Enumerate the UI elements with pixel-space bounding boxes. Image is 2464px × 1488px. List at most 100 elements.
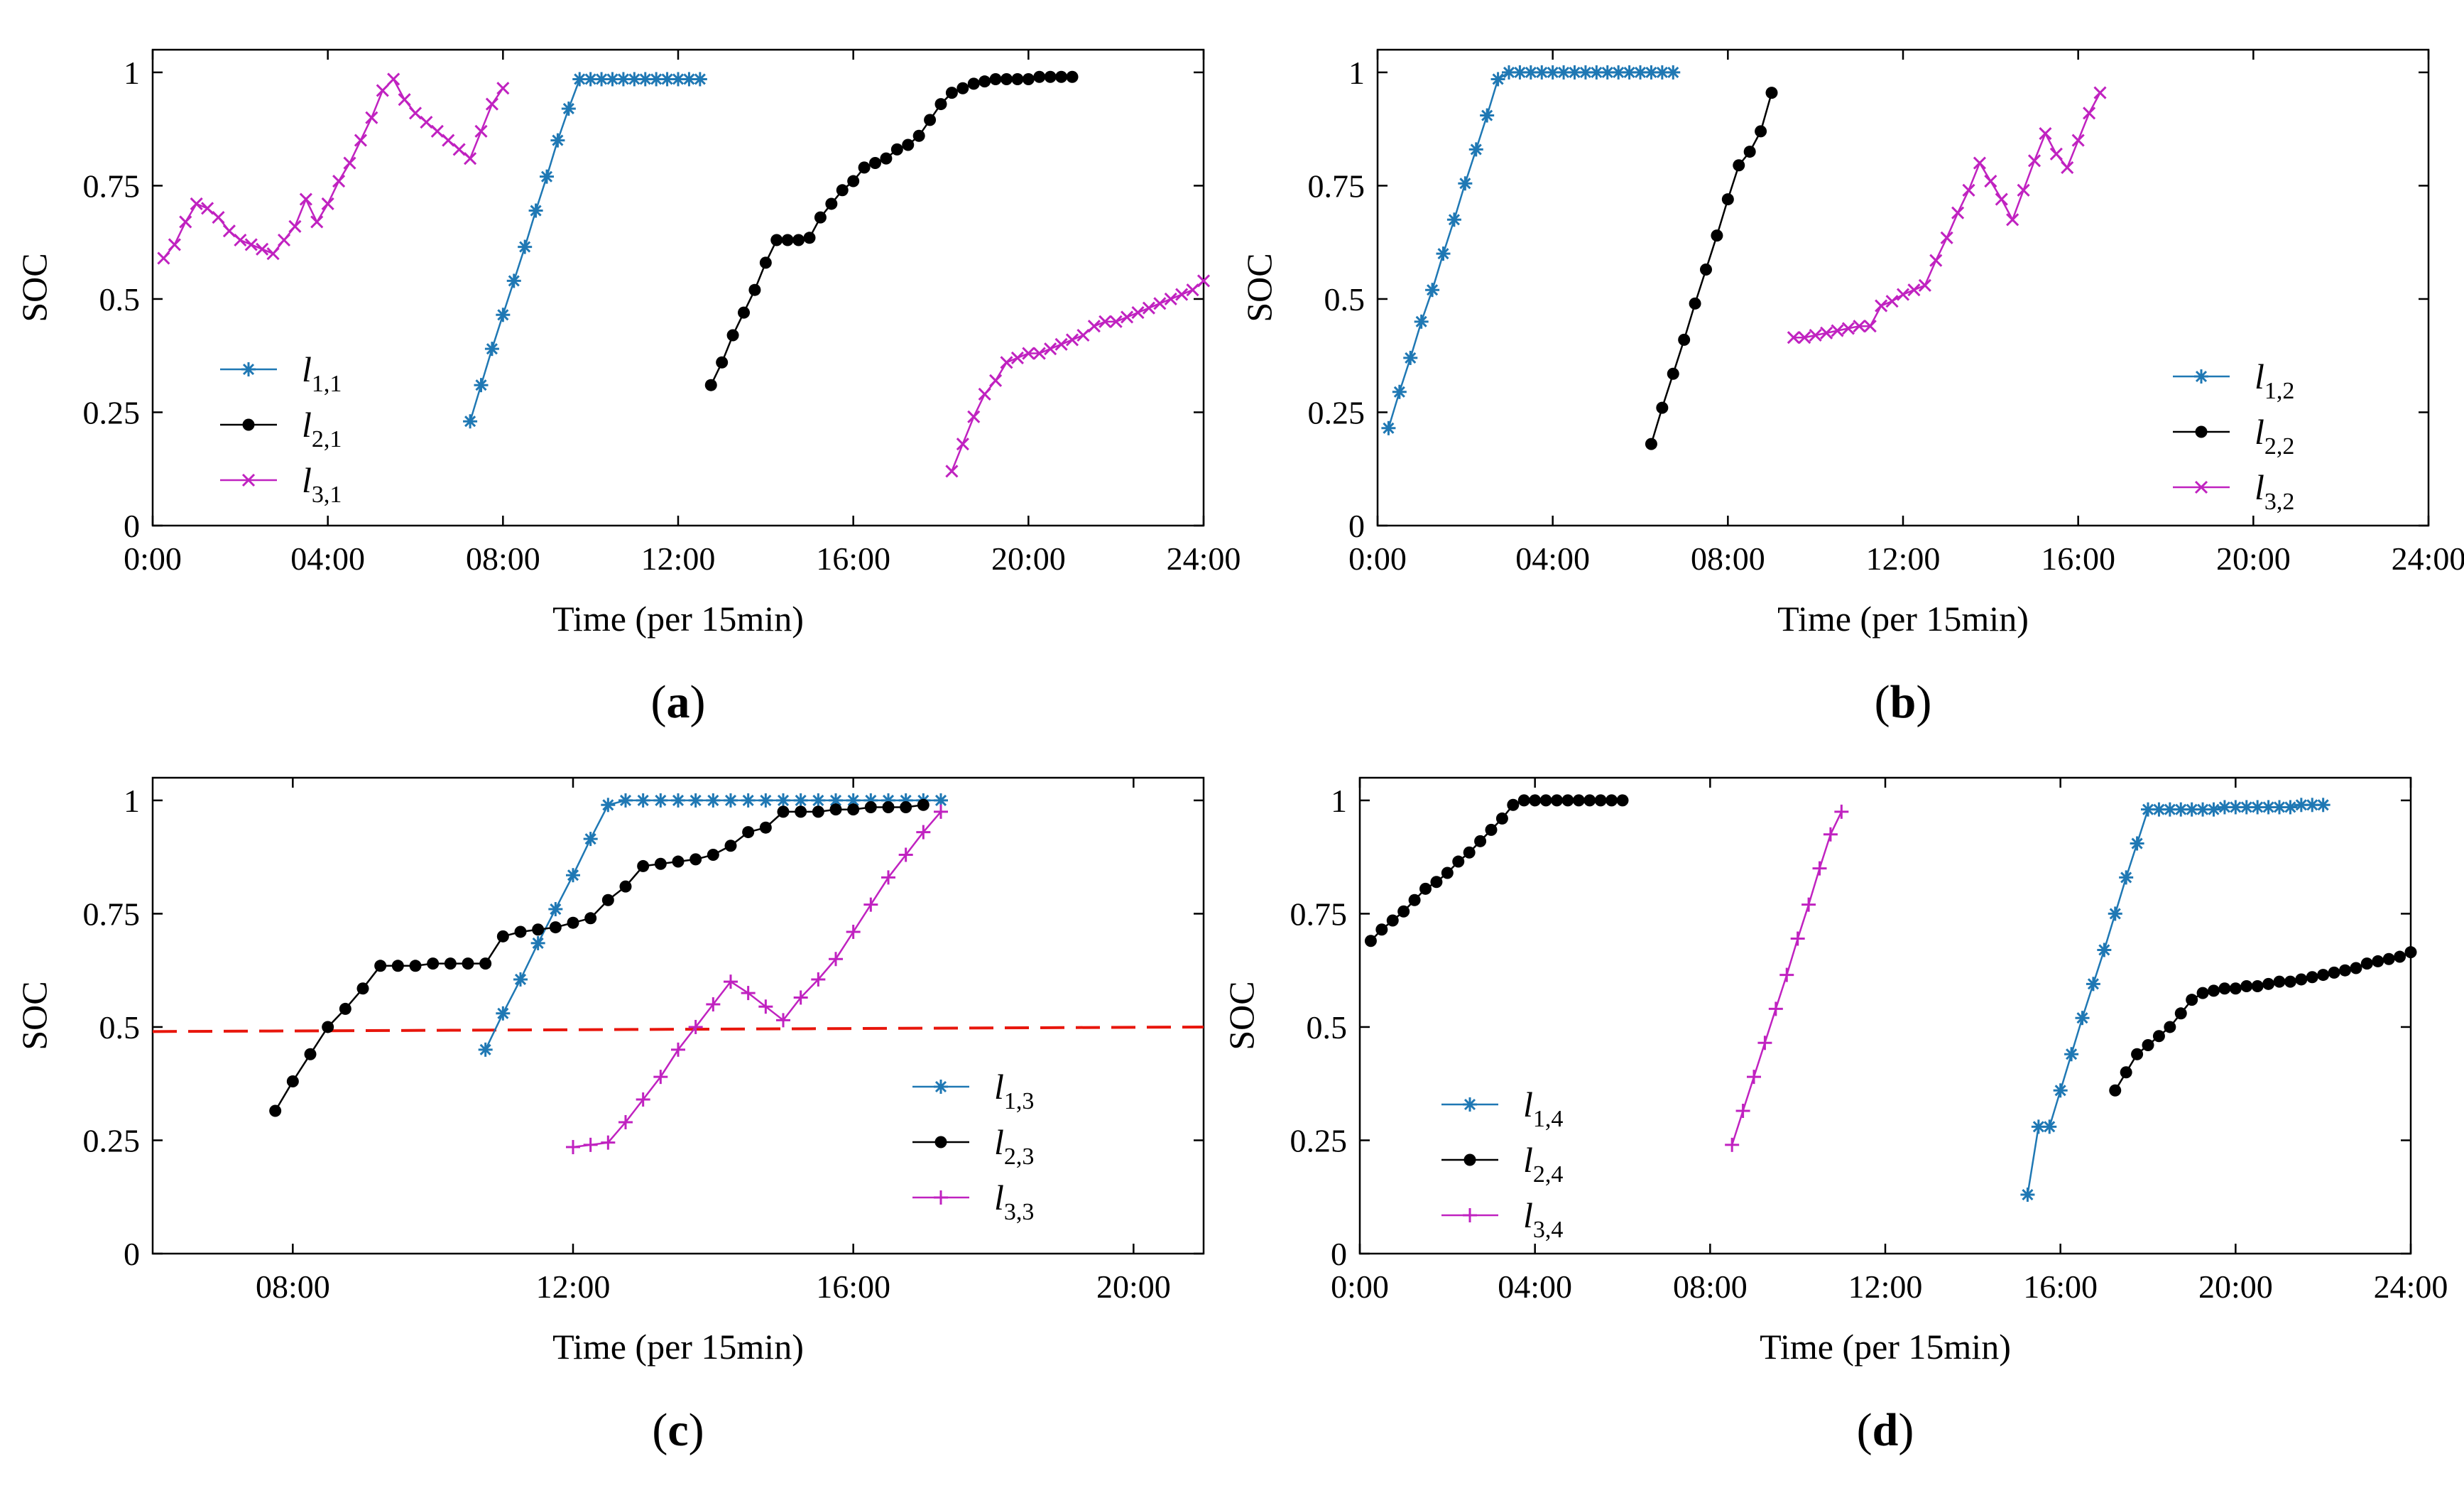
data-point [2006, 213, 2019, 227]
y-tick-label: 1 [1331, 783, 1347, 819]
data-point [2218, 982, 2231, 995]
data-point [1616, 794, 1629, 807]
y-tick-label: 0.5 [1324, 281, 1365, 317]
data-point [2394, 950, 2406, 963]
data-point [2404, 946, 2417, 959]
data-point [724, 793, 738, 808]
data-point [462, 957, 474, 970]
x-tick-label: 0:00 [1348, 541, 1407, 577]
data-point [2131, 1048, 2144, 1060]
panel-label: (a) [651, 676, 706, 728]
y-tick-label: 0.5 [99, 1009, 141, 1046]
data-point [653, 793, 668, 808]
data-point [795, 805, 807, 818]
x-tick-label: 24:00 [2374, 1269, 2448, 1305]
data-point [1044, 342, 1057, 356]
data-point [637, 859, 650, 872]
data-point [286, 1075, 299, 1088]
x-tick-label: 04:00 [1498, 1269, 1572, 1305]
panel-b: 0:00 04:00 08:00 12:00 16:00 20:00 24:00 0 0.25 0… [1239, 48, 2464, 728]
data-point [1032, 347, 1046, 360]
x-tick-label: 16:00 [816, 541, 890, 577]
legend-label: l3,1 [302, 460, 342, 508]
data-point [858, 161, 871, 174]
data-point [1109, 315, 1123, 328]
data-point [288, 219, 302, 233]
data-point [1164, 292, 1177, 306]
data-point [1743, 146, 1756, 158]
data-point [387, 72, 400, 86]
legend-marker [1463, 1208, 1477, 1222]
x-tick-label: 20:00 [1096, 1269, 1171, 1305]
data-point [902, 139, 915, 151]
data-point [742, 826, 755, 839]
data-point [618, 793, 633, 808]
legend-item: l1,3 [912, 1067, 1034, 1114]
data-point [583, 832, 598, 847]
data-point [2152, 1030, 2165, 1043]
data-point [1655, 65, 1669, 80]
data-point [1768, 1001, 1783, 1016]
legend-marker [2194, 369, 2208, 384]
y-tick-label: 0.75 [1308, 168, 1365, 204]
series-l3-1-evening [945, 274, 1211, 478]
data-point [1534, 65, 1549, 80]
y-tick-label: 1 [124, 783, 140, 819]
series-line [1793, 92, 2101, 339]
legend-marker [934, 1190, 948, 1205]
data-point [1820, 326, 1833, 340]
data-point [1419, 882, 1432, 895]
data-point [1790, 931, 1805, 946]
legend-marker [934, 1080, 948, 1094]
data-point [890, 143, 903, 156]
data-point [776, 793, 790, 808]
data-point [692, 72, 707, 87]
data-point [2086, 977, 2100, 992]
data-point [1801, 897, 1816, 912]
x-tick-label: 08:00 [1691, 541, 1765, 577]
data-point [540, 169, 554, 184]
legend-label: l2,3 [994, 1122, 1034, 1170]
data-point [2262, 977, 2275, 990]
data-point [792, 234, 805, 246]
data-point [2350, 962, 2362, 974]
data-point [829, 952, 843, 967]
data-point [759, 821, 772, 834]
data-point [1583, 794, 1596, 807]
data-point [707, 848, 719, 861]
data-point [532, 923, 545, 936]
data-point [847, 803, 860, 816]
series-l2-1 [704, 70, 1079, 391]
data-point [781, 234, 794, 246]
panel-label: (c) [652, 1404, 704, 1456]
data-point [530, 935, 545, 950]
y-tick-label: 0 [1331, 1236, 1347, 1272]
series-line [469, 78, 700, 422]
data-point [1364, 935, 1377, 947]
data-point [1131, 306, 1145, 320]
data-point [2339, 964, 2351, 977]
data-point [1711, 229, 1723, 242]
data-point [1700, 263, 1712, 276]
data-point [2027, 154, 2041, 168]
data-point [967, 77, 980, 90]
data-point [748, 283, 761, 296]
legend-marker [242, 418, 255, 431]
data-point [1022, 347, 1035, 360]
data-point [2119, 870, 2134, 885]
data-point [1834, 804, 1849, 819]
data-point [2049, 147, 2063, 161]
data-point [1787, 331, 1800, 344]
y-tick-label: 0.75 [83, 896, 141, 932]
legend-label: l1,4 [1523, 1085, 1563, 1132]
data-point [1572, 794, 1585, 807]
data-point [2382, 952, 2395, 965]
data-point [2093, 86, 2107, 99]
data-point [1940, 231, 1953, 244]
y-axis-label: SOC [1221, 981, 1261, 1050]
data-point [934, 98, 947, 111]
data-point [2174, 1007, 2187, 1020]
data-point [513, 972, 528, 987]
legend: l1,2 l2,2 l3,2 [2173, 357, 2294, 515]
data-point [1812, 861, 1827, 876]
